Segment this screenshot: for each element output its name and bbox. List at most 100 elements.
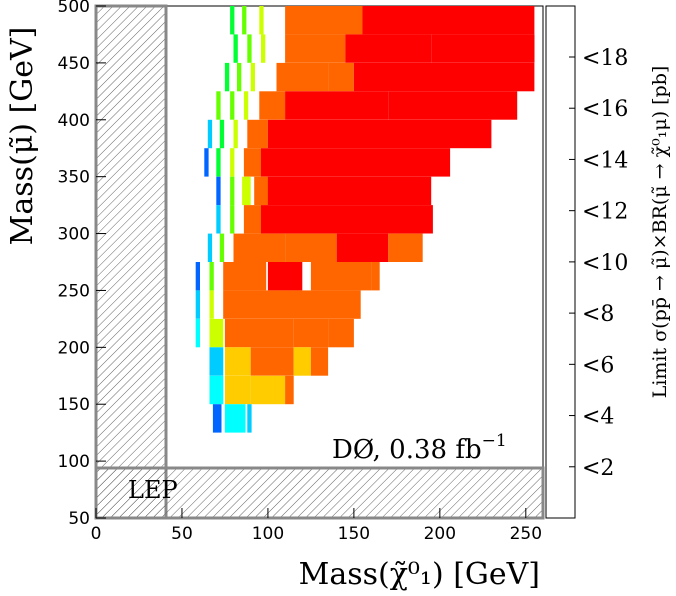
colorbar-tick-label: <18 [582,46,628,71]
heatmap-cell [219,233,225,262]
heatmap-cell [243,148,262,177]
x-axis-label: Mass(χ̃⁰₁) [GeV] [299,557,540,592]
heatmap-cell [224,404,246,433]
heatmap-cell [293,318,329,348]
heatmap-cell [285,34,346,63]
y-tick-label: 350 [58,168,90,188]
heatmap-cell [209,290,214,319]
heatmap-cell [195,262,200,291]
heatmap-cell [219,119,225,149]
y-tick-label: 400 [58,111,90,131]
colorbar-tick-label: <14 [582,148,628,173]
heatmap-cell [195,290,200,319]
heatmap-cell [431,34,535,63]
heatmap-cell [209,347,224,376]
heatmap-cell [328,62,354,92]
heatmap-cell [261,205,433,234]
heatmap-cell [250,375,286,405]
heatmap-cell [242,176,251,206]
heatmap-cell [230,148,235,177]
colorbar-tick-label: <2 [582,456,614,481]
heatmap-cell [224,347,251,376]
heatmap-cell [212,404,222,433]
plot-area: LEP DØ, 0.38 fb−1 [94,4,545,520]
heatmap-cell [230,6,235,35]
heatmap-cell [209,375,224,405]
heatmap-cell [293,347,311,376]
y-tick-label: 250 [58,281,90,301]
heatmap-cell [216,205,221,234]
heatmap-cell [216,148,221,177]
heatmap-cell [388,233,423,262]
colorbar-tick-label: <8 [582,302,614,327]
heatmap-cell [261,148,451,177]
heatmap-cell [230,91,235,120]
heatmap-cell [209,262,214,291]
heatmap-cell [250,62,255,92]
colorbar-tick-label: <6 [582,353,614,378]
heatmap-cell [353,62,535,92]
heatmap-cell [254,176,268,206]
y-axis-ticks: 50 100 150 200 250 300 350 400 450 500 [58,0,106,529]
y-tick-label: 500 [58,0,90,17]
x-axis-ticks: 0 50 100 150 200 250 [91,508,542,544]
heatmap-cell [285,233,337,262]
heatmap-cell [285,6,363,35]
heatmap-cell [247,119,268,149]
heatmap-cell [230,205,235,234]
heatmap-cell [267,119,492,149]
heatmap-cell [328,318,354,348]
y-tick-label: 450 [58,54,90,74]
heatmap-cell [195,318,200,348]
heatmap-cells [195,6,535,433]
heatmap-cell [250,347,294,376]
heatmap-cell [233,34,238,63]
x-tick-label: 100 [252,524,284,544]
x-tick-label: 250 [510,524,542,544]
heatmap-cell [362,6,535,35]
heatmap-cell [267,262,303,291]
heatmap-cell [247,404,252,433]
heatmap-cell [224,62,230,92]
y-tick-label: 150 [58,395,90,415]
heatmap-cell [207,119,213,149]
y-axis-label: Mass(μ̃) [GeV] [5,27,40,246]
heatmap-cell [233,233,286,262]
y-tick-label: 200 [58,338,90,358]
heatmap-cell [247,34,252,63]
heatmap-cell [207,233,213,262]
colorbar: <2 <4 <6 <8 <10 <12 <14 <16 <18 [545,5,628,519]
heatmap-cell [261,34,266,63]
colorbar-tick-label: <12 [582,200,628,225]
experiment-annotation: DØ, 0.38 fb−1 [332,431,507,465]
colorbar-tick-label: <4 [582,405,614,430]
heatmap-cell [233,119,238,149]
colorbar-tick-label: <10 [582,251,628,276]
heatmap-cell [243,205,262,234]
heatmap-cell [267,176,432,206]
heatmap-cell [224,318,294,348]
y-tick-label: 300 [58,225,90,245]
x-tick-label: 0 [91,524,102,544]
heatmap-cell [216,176,221,206]
heatmap-cell [223,262,267,291]
heatmap-cell [259,91,286,120]
heatmap-cell [310,262,372,291]
heatmap-cell [243,91,249,120]
heatmap-cell [285,91,389,120]
heatmap-cell [336,233,389,262]
heatmap-cell [310,347,329,376]
heatmap-cell [388,91,518,120]
heatmap-cell [259,6,264,35]
heatmap-cell [230,176,235,206]
heatmap-cell [216,91,221,120]
heatmap-cell [204,148,209,177]
lep-label: LEP [128,476,178,504]
heatmap-cell [242,6,247,35]
lep-excluded-horizontal [94,466,545,520]
lep-excluded-vertical [94,4,168,520]
y-tick-label: 50 [68,509,90,529]
x-tick-label: 150 [338,524,370,544]
x-tick-label: 50 [171,524,193,544]
